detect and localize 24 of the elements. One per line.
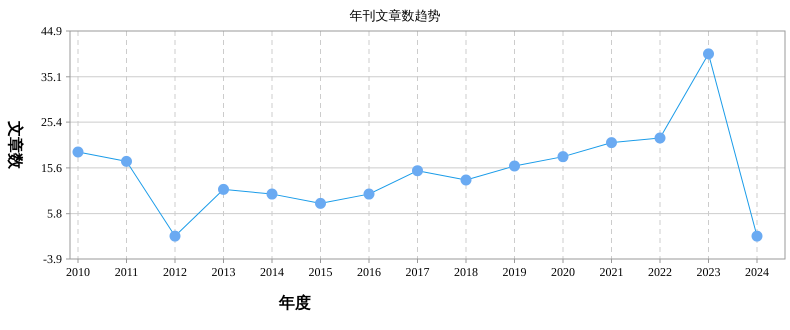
x-tick-label: 2022 (648, 265, 672, 279)
x-tick-label: 2021 (600, 265, 624, 279)
x-tick-label: 2014 (260, 265, 284, 279)
x-tick-label: 2016 (357, 265, 381, 279)
y-tick-label: 35.1 (41, 70, 62, 84)
y-tick-label: 44.9 (41, 24, 62, 38)
y-tick-label: 5.8 (47, 206, 62, 221)
x-tick-label: 2010 (66, 265, 90, 279)
x-tick-label: 2019 (502, 265, 526, 279)
y-tick-label: 25.4 (41, 115, 62, 130)
x-tick-label: 2015 (308, 265, 332, 279)
x-axis-title: 年度 (278, 293, 311, 312)
x-tick-label: 2023 (696, 265, 720, 279)
x-tick-label: 2017 (406, 265, 430, 279)
x-tick-label: 2018 (454, 265, 478, 279)
chart-title: 年刊文章数趋势 (350, 8, 440, 23)
x-tick-label: 2024 (745, 265, 769, 279)
x-tick-label: 2012 (163, 265, 187, 279)
y-axis-title: 文章数 (6, 120, 24, 170)
y-tick-label: 15.6 (41, 160, 62, 175)
x-tick-label: 2020 (551, 265, 575, 279)
y-tick-label: -3.9 (43, 252, 62, 266)
x-tick-label: 2011 (114, 265, 138, 279)
x-tick-label: 2013 (212, 265, 236, 279)
